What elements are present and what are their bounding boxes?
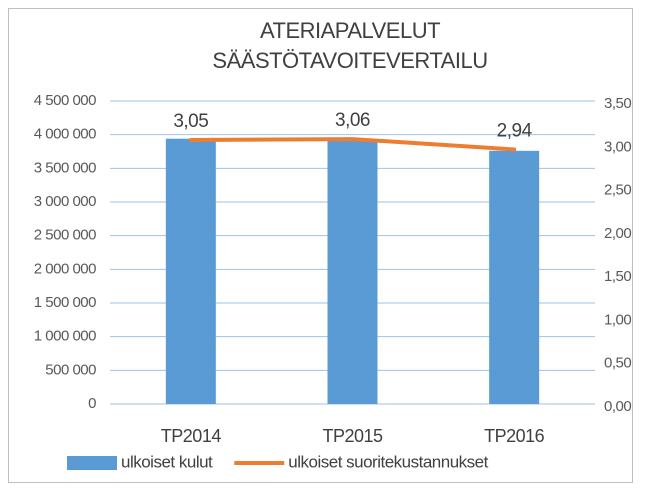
y-tick-label: 1 000 000	[34, 328, 96, 345]
y-tick-label: 2 000 000	[34, 260, 96, 277]
y-tick-label: 500 000	[45, 361, 96, 378]
y2-tick-label: 1,50	[604, 268, 631, 285]
chart-title: SÄÄSTÖTAVOITEVERTAILU	[212, 48, 487, 73]
chart-title: ATERIAPALVELUT	[260, 18, 440, 43]
line	[188, 137, 517, 152]
y-tick-label: 3 500 000	[34, 159, 96, 176]
y-tick-label: 4 500 000	[34, 92, 96, 109]
y2-tick-label: 3,50	[604, 95, 631, 112]
legend-swatch	[67, 456, 117, 470]
legend-label: ulkoiset suoritekustannukset	[288, 452, 488, 471]
x-tick-label: TP2014	[161, 426, 222, 446]
x-tick-label: TP2015	[322, 426, 383, 446]
y2-tick-label: 2,50	[604, 182, 631, 199]
data-label: 3,06	[335, 110, 370, 131]
y2-tick-label: 2,00	[604, 225, 631, 242]
bar	[165, 138, 216, 404]
y-tick-label: 4 000 000	[34, 126, 96, 143]
y-tick-label: 1 500 000	[34, 294, 96, 311]
y-tick-label: 3 000 000	[34, 193, 96, 210]
y-tick-label: 2 500 000	[34, 227, 96, 244]
data-label: 3,05	[173, 111, 208, 132]
y2-tick-label: 0,50	[604, 355, 631, 372]
y2-tick-label: 3,00	[604, 138, 631, 155]
bar	[327, 140, 378, 404]
data-label: 2,94	[497, 120, 533, 141]
y2-tick-label: 0,00	[604, 398, 631, 415]
y2-tick-label: 1,00	[604, 311, 631, 328]
legend-label: ulkoiset kulut	[121, 452, 213, 471]
y-tick-label: 0	[88, 395, 96, 412]
bar	[489, 150, 540, 404]
x-tick-label: TP2016	[484, 426, 545, 446]
